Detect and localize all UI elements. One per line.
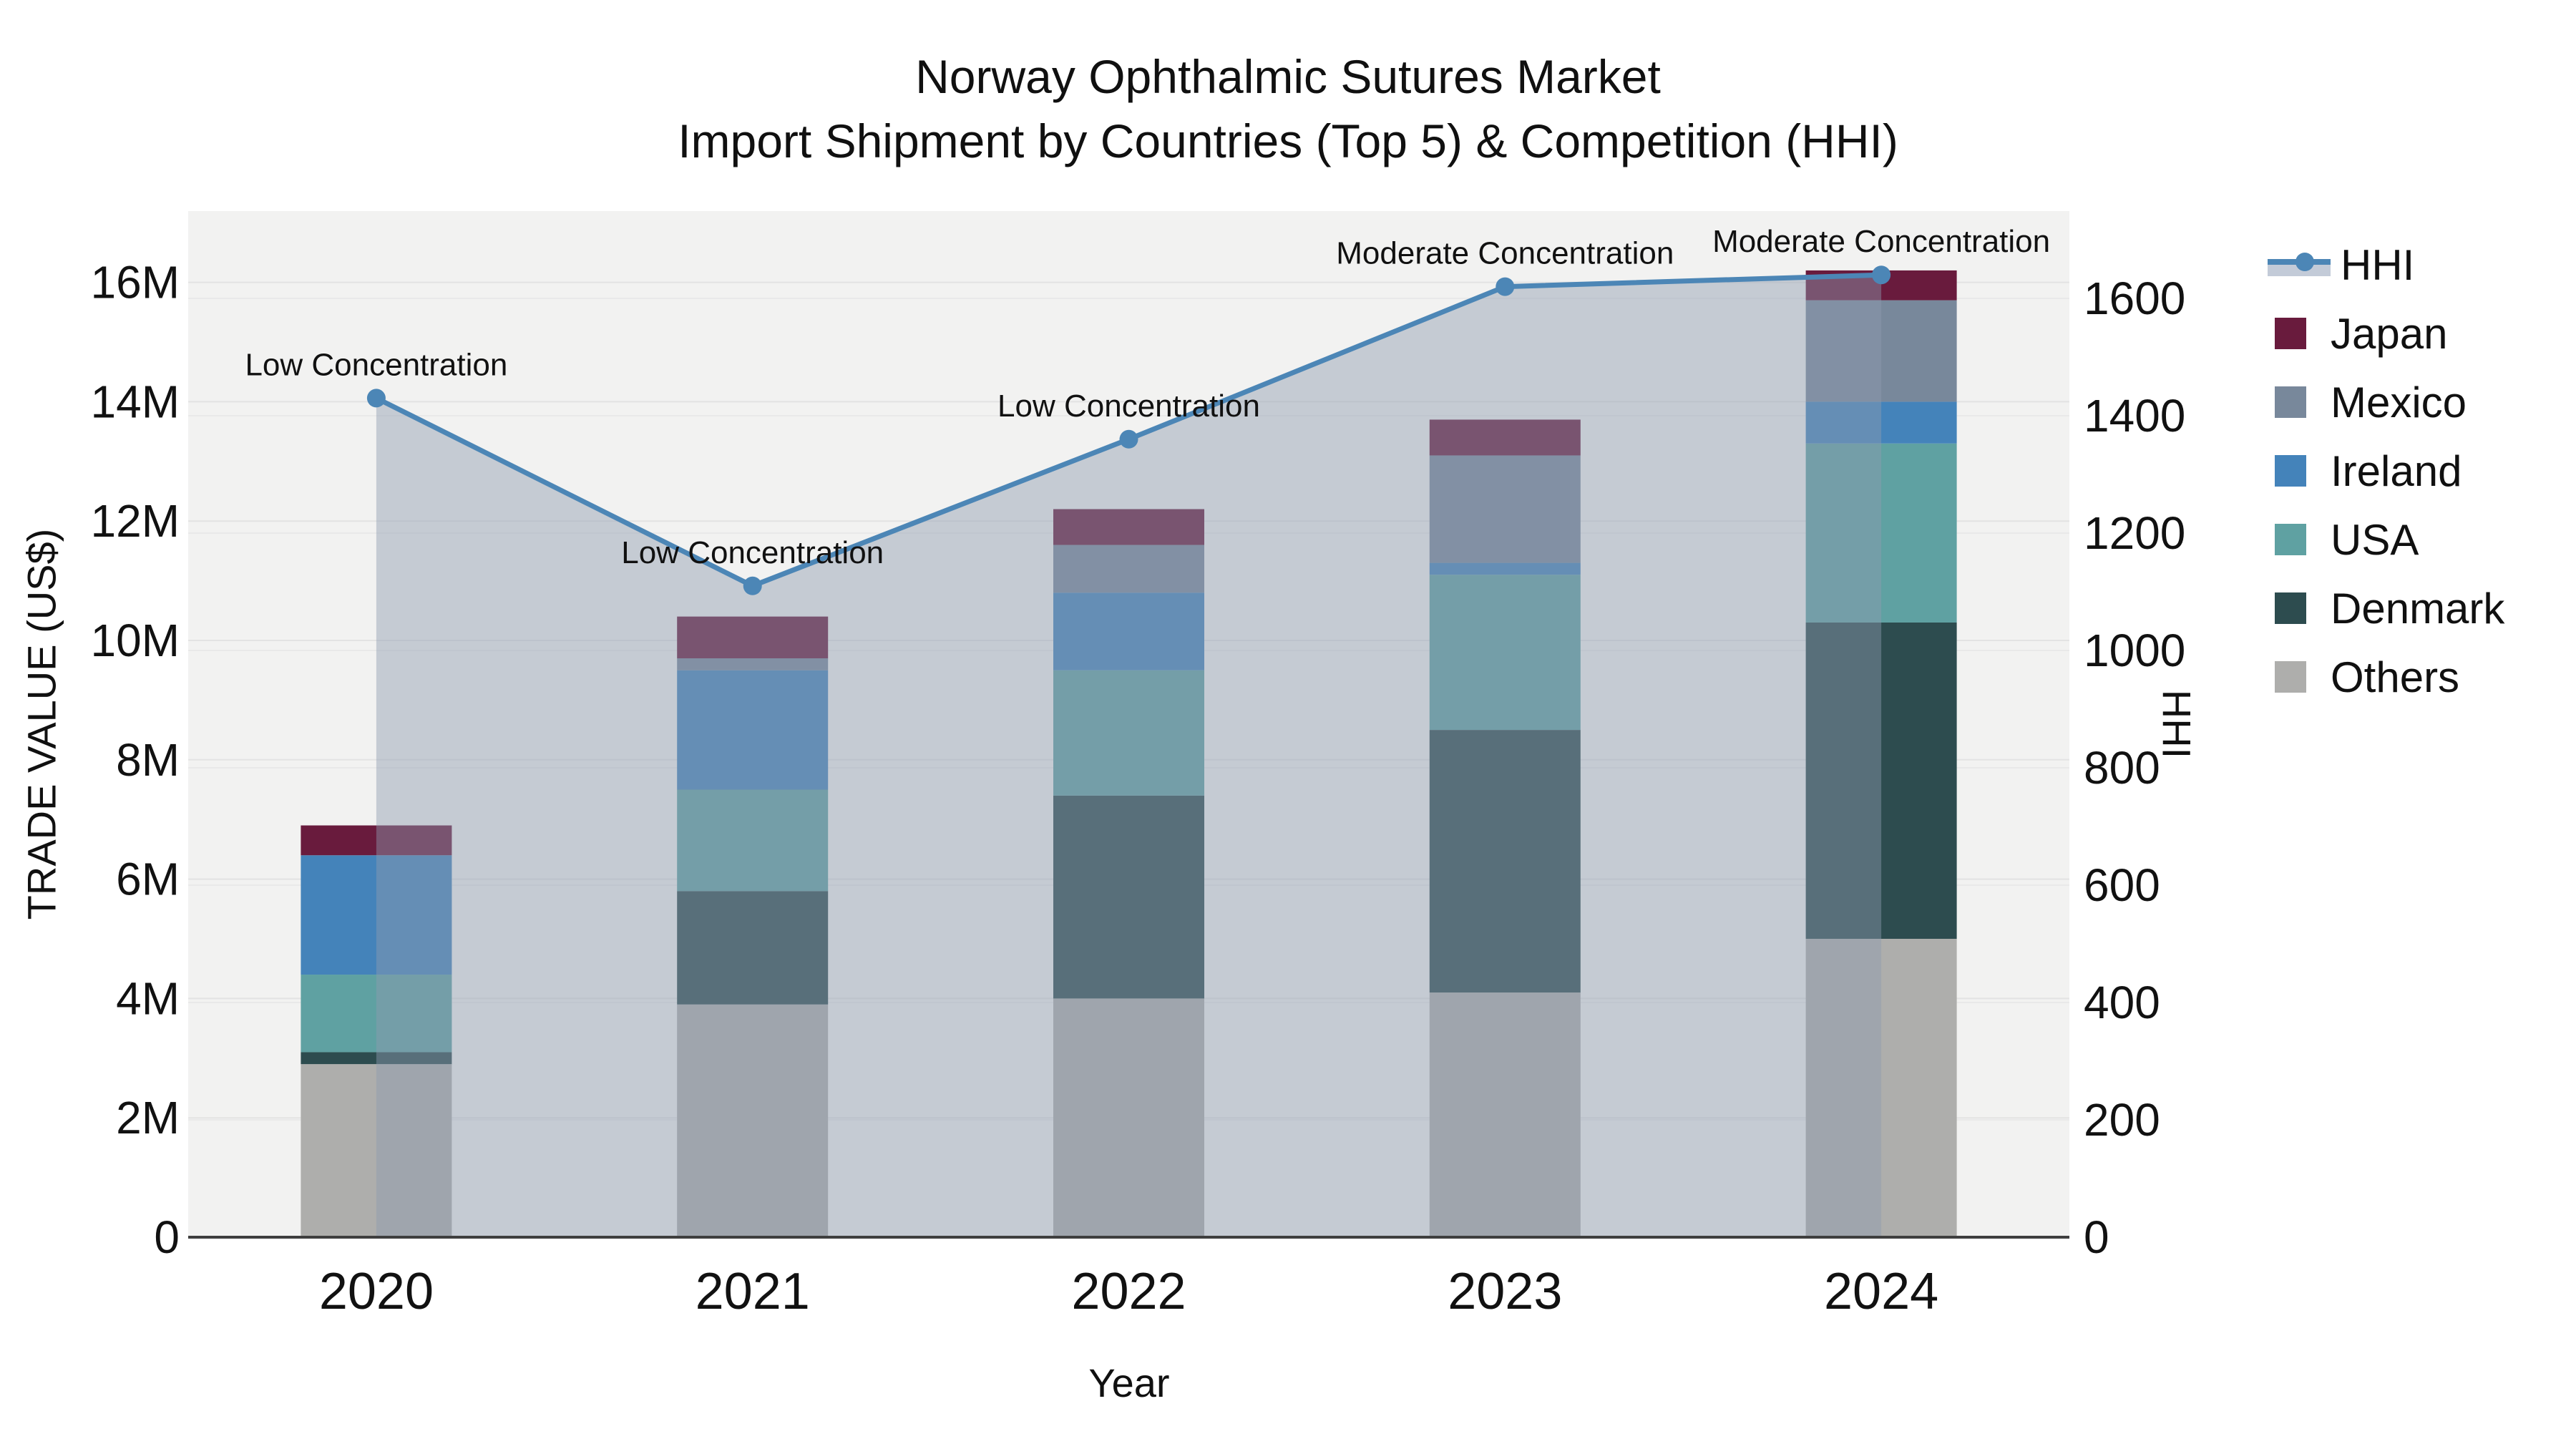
legend-item-japan[interactable]: Japan — [2265, 299, 2504, 368]
annotation-2021: Low Concentration — [621, 535, 884, 570]
y-left-tick-8M: 8M — [116, 734, 180, 786]
legend-label-ireland: Ireland — [2331, 447, 2462, 495]
y-right-tick-1400: 1400 — [2084, 390, 2185, 441]
bar-2022-japan[interactable] — [1053, 509, 1204, 545]
bar-2023-denmark[interactable] — [1429, 730, 1581, 993]
y-right-tick-0: 0 — [2084, 1211, 2109, 1263]
y-left-tick-14M: 14M — [91, 376, 180, 427]
y-left-tick-2M: 2M — [116, 1092, 180, 1143]
bar-2024-others[interactable] — [1805, 939, 1957, 1237]
y-right-tick-200: 200 — [2084, 1094, 2160, 1146]
legend-label-denmark: Denmark — [2331, 584, 2505, 633]
legend-item-usa[interactable]: USA — [2265, 505, 2504, 574]
x-tick-label-2021: 2021 — [696, 1263, 810, 1320]
bar-2024-mexico[interactable] — [1805, 300, 1957, 402]
usa-swatch-icon — [2275, 524, 2306, 555]
legend-label-japan: Japan — [2331, 309, 2448, 358]
y-left-tick-6M: 6M — [116, 854, 180, 905]
chart-title-line-2: Import Shipment by Countries (Top 5) & C… — [678, 114, 1898, 167]
y-right-axis-title: HHI — [2154, 689, 2200, 759]
bar-2022-denmark[interactable] — [1053, 795, 1204, 999]
hhi-marker-2020[interactable] — [366, 389, 386, 408]
hhi-area-fill — [376, 275, 1882, 1238]
bar-2024-usa[interactable] — [1805, 443, 1957, 623]
y-right-tick-600: 600 — [2084, 859, 2160, 911]
bar-2021-japan[interactable] — [677, 616, 829, 659]
x-tick-label-2022: 2022 — [1071, 1263, 1186, 1320]
hhi-marker-2021[interactable] — [743, 576, 762, 595]
bar-2021-usa[interactable] — [677, 789, 829, 892]
legend-label-mexico: Mexico — [2331, 378, 2467, 426]
bar-2022-ireland[interactable] — [1053, 592, 1204, 670]
legend-label-others: Others — [2331, 653, 2460, 701]
bar-2022-mexico[interactable] — [1053, 545, 1204, 593]
mexico-swatch-icon — [2275, 386, 2306, 418]
bar-2023-mexico[interactable] — [1429, 455, 1581, 563]
bar-2023-usa[interactable] — [1429, 575, 1581, 731]
bar-2023-others[interactable] — [1429, 992, 1581, 1237]
annotation-2023: Moderate Concentration — [1336, 236, 1674, 271]
y-right-tick-400: 400 — [2084, 977, 2160, 1028]
y-left-axis-title: TRADE VALUE (US$) — [19, 528, 64, 920]
y-right-tick-800: 800 — [2084, 742, 2160, 794]
y-left-tick-10M: 10M — [91, 615, 180, 666]
annotation-2020: Low Concentration — [245, 347, 507, 382]
bar-2022-usa[interactable] — [1053, 670, 1204, 796]
y-right-tick-1200: 1200 — [2084, 507, 2185, 559]
hhi-line-sample-icon — [2268, 253, 2331, 276]
legend-item-others[interactable]: Others — [2265, 643, 2504, 711]
bar-2020-others[interactable] — [301, 1064, 452, 1237]
bar-2020-ireland[interactable] — [301, 855, 452, 975]
legend-item-hhi[interactable]: HHI — [2265, 230, 2504, 299]
legend-label-hhi: HHI — [2341, 240, 2415, 289]
bar-2024-ireland[interactable] — [1805, 401, 1957, 444]
legend: HHI Japan Mexico Ireland USA Denmark Others — [2265, 230, 2504, 711]
x-axis-title: Year — [1088, 1360, 1170, 1405]
bar-2021-denmark[interactable] — [677, 891, 829, 1005]
legend-label-usa: USA — [2331, 515, 2419, 564]
bar-2022-others[interactable] — [1053, 998, 1204, 1237]
y-right-tick-1000: 1000 — [2084, 625, 2185, 676]
bar-2023-ireland[interactable] — [1429, 562, 1581, 575]
japan-swatch-icon — [2275, 318, 2306, 349]
denmark-swatch-icon — [2275, 592, 2306, 624]
bar-2020-denmark[interactable] — [301, 1052, 452, 1065]
bar-2021-others[interactable] — [677, 1004, 829, 1237]
hhi-marker-2024[interactable] — [1872, 265, 1891, 285]
legend-item-denmark[interactable]: Denmark — [2265, 574, 2504, 643]
bar-2021-ireland[interactable] — [677, 670, 829, 790]
annotation-2022: Low Concentration — [997, 389, 1260, 424]
y-left-tick-16M: 16M — [91, 257, 180, 308]
legend-item-mexico[interactable]: Mexico — [2265, 368, 2504, 436]
y-left-tick-0: 0 — [154, 1211, 180, 1263]
y-left-tick-4M: 4M — [116, 972, 180, 1024]
x-tick-label-2024: 2024 — [1824, 1263, 1938, 1320]
bar-2023-japan[interactable] — [1429, 419, 1581, 456]
annotation-2024: Moderate Concentration — [1712, 224, 2050, 259]
hhi-marker-2023[interactable] — [1496, 277, 1515, 296]
ireland-swatch-icon — [2275, 455, 2306, 487]
bar-2020-japan[interactable] — [301, 825, 452, 856]
chart-title: Norway Ophthalmic Sutures Market Import … — [0, 44, 2576, 173]
x-tick-label-2020: 2020 — [319, 1263, 434, 1320]
bar-2020-usa[interactable] — [301, 975, 452, 1053]
bar-2021-mexico[interactable] — [677, 658, 829, 670]
y-left-tick-12M: 12M — [91, 495, 180, 547]
y-right-tick-1600: 1600 — [2084, 273, 2185, 324]
others-swatch-icon — [2275, 661, 2306, 693]
legend-item-ireland[interactable]: Ireland — [2265, 436, 2504, 505]
bar-2024-denmark[interactable] — [1805, 622, 1957, 939]
hhi-marker-2022[interactable] — [1119, 429, 1138, 449]
chart-title-line-1: Norway Ophthalmic Sutures Market — [915, 50, 1661, 103]
x-tick-label-2023: 2023 — [1448, 1263, 1562, 1320]
